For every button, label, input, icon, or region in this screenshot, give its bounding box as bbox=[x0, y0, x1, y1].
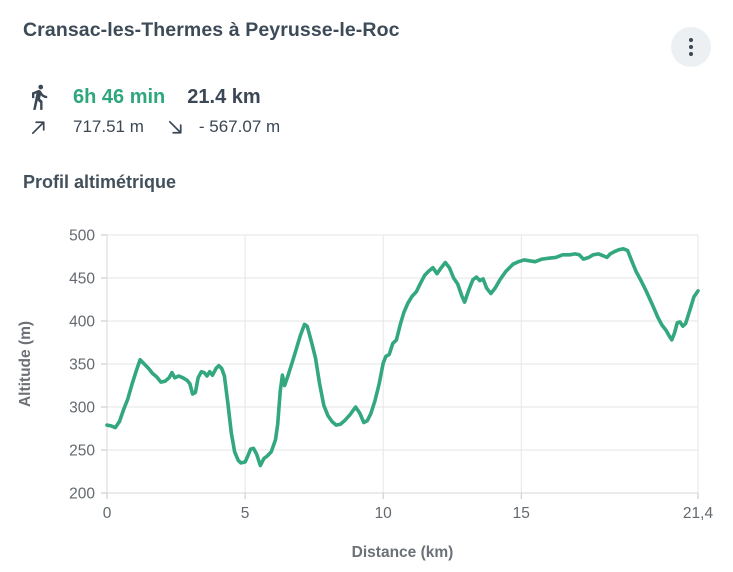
duration-value: 6h 46 min bbox=[73, 85, 166, 108]
arrow-up-right-icon bbox=[31, 120, 45, 134]
elevation-chart: 200 250 300 350 400 450 500 0 5 10 15 21,4 Distance … bbox=[0, 215, 733, 572]
svg-text:400: 400 bbox=[69, 314, 95, 331]
stats-row-elevation: 717.51 m - 567.07 m bbox=[29, 117, 280, 137]
svg-text:200: 200 bbox=[69, 486, 95, 503]
svg-text:Distance (km): Distance (km) bbox=[352, 544, 454, 561]
svg-text:300: 300 bbox=[69, 400, 95, 417]
stats-row-primary: 6h 46 min 21.4 km bbox=[25, 82, 261, 112]
walking-person-icon bbox=[32, 84, 48, 110]
svg-text:450: 450 bbox=[69, 271, 95, 288]
svg-text:21,4: 21,4 bbox=[683, 505, 714, 522]
svg-text:15: 15 bbox=[513, 505, 530, 522]
menu-button[interactable] bbox=[671, 27, 711, 67]
elevation-chart-svg: 200 250 300 350 400 450 500 0 5 10 15 21,4 Distance … bbox=[17, 228, 714, 562]
page-title: Cransac-les-Thermes à Peyrusse-le-Roc bbox=[23, 19, 400, 41]
svg-text:10: 10 bbox=[375, 505, 393, 522]
svg-text:350: 350 bbox=[69, 357, 95, 374]
arrow-down-right-icon bbox=[168, 120, 182, 134]
ascent-value: 717.51 m bbox=[73, 117, 144, 136]
distance-value: 21.4 km bbox=[187, 85, 261, 108]
svg-text:250: 250 bbox=[69, 443, 95, 460]
svg-text:Altitude (m): Altitude (m) bbox=[17, 321, 34, 407]
elevation-profile-title: Profil altimétrique bbox=[23, 172, 177, 192]
svg-text:5: 5 bbox=[241, 505, 250, 522]
descent-value: - 567.07 m bbox=[198, 117, 281, 136]
svg-text:0: 0 bbox=[103, 505, 112, 522]
svg-text:500: 500 bbox=[69, 228, 95, 245]
